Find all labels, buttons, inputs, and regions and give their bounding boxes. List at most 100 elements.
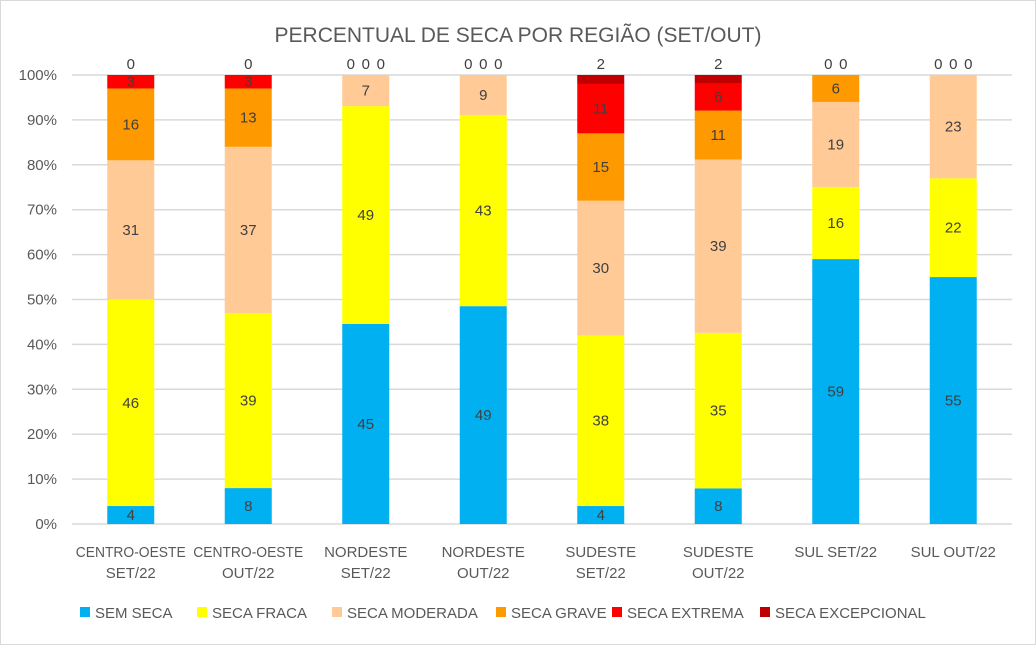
data-label: 8 bbox=[244, 498, 252, 515]
data-label: 4 bbox=[597, 507, 605, 524]
x-tick-label: CENTRO-OESTE bbox=[76, 544, 186, 561]
y-tick-label: 100% bbox=[19, 67, 57, 84]
bar-segment bbox=[459, 115, 507, 307]
data-label: 16 bbox=[122, 116, 139, 133]
legend-swatch bbox=[612, 607, 622, 617]
bar-segment bbox=[694, 75, 742, 84]
data-label: 9 bbox=[479, 87, 487, 104]
bar-segment bbox=[694, 110, 742, 160]
bar-segment bbox=[812, 101, 860, 188]
bar-segment bbox=[224, 75, 272, 89]
data-label: 3 bbox=[127, 74, 135, 91]
x-tick-label: SUL OUT/22 bbox=[911, 544, 996, 561]
data-label: 15 bbox=[592, 159, 609, 176]
legend-swatch bbox=[496, 607, 506, 617]
bar-segment bbox=[812, 187, 860, 260]
data-label: 2 bbox=[597, 56, 605, 73]
bar-segment bbox=[342, 75, 390, 107]
bar-segment bbox=[224, 488, 272, 524]
x-tick-label: OUT/22 bbox=[457, 565, 510, 582]
data-label: 55 bbox=[945, 393, 962, 410]
bar-segment bbox=[694, 488, 742, 524]
data-label: 59 bbox=[827, 384, 844, 401]
bar-segment bbox=[224, 88, 272, 147]
legend-label: SECA GRAVE bbox=[511, 605, 607, 622]
legend-label: SECA EXCEPCIONAL bbox=[775, 605, 926, 622]
data-label: 6 bbox=[714, 89, 722, 106]
bar-segment bbox=[107, 88, 155, 161]
data-label: 45 bbox=[357, 416, 374, 433]
bar-segment bbox=[577, 133, 625, 201]
bar-segment bbox=[107, 160, 155, 300]
bar-segment bbox=[577, 75, 625, 84]
x-tick-label: SET/22 bbox=[341, 565, 391, 582]
x-tick-label: SUDESTE bbox=[683, 544, 754, 561]
data-label: 31 bbox=[122, 222, 139, 239]
data-label: 4 bbox=[127, 507, 135, 524]
legend-swatch bbox=[80, 607, 90, 617]
bar-segment bbox=[342, 106, 390, 324]
data-label: 49 bbox=[357, 207, 374, 224]
data-label: 0 bbox=[464, 56, 472, 73]
y-tick-label: 10% bbox=[27, 471, 57, 488]
legend-swatch bbox=[760, 607, 770, 617]
bar-segment bbox=[812, 75, 860, 102]
data-label: 0 bbox=[362, 56, 370, 73]
bar-segment bbox=[459, 75, 507, 116]
data-label: 0 bbox=[934, 56, 942, 73]
x-tick-label: CENTRO-OESTE bbox=[193, 544, 303, 561]
data-label: 43 bbox=[475, 203, 492, 220]
data-label: 46 bbox=[122, 395, 139, 412]
legend-label: SECA EXTREMA bbox=[627, 605, 744, 622]
bar-segment bbox=[694, 159, 742, 333]
y-tick-label: 70% bbox=[27, 202, 57, 219]
x-tick-label: SUDESTE bbox=[565, 544, 636, 561]
data-label: 0 bbox=[949, 56, 957, 73]
bar-segment bbox=[224, 312, 272, 489]
bar-segment bbox=[929, 277, 977, 524]
data-label: 37 bbox=[240, 222, 257, 239]
y-tick-label: 80% bbox=[27, 157, 57, 174]
x-tick-label: SUL SET/22 bbox=[794, 544, 877, 561]
x-tick-label: SET/22 bbox=[106, 565, 156, 582]
legend-label: SECA MODERADA bbox=[347, 605, 478, 622]
legend-label: SEM SECA bbox=[95, 605, 173, 622]
bar-segment bbox=[577, 200, 625, 336]
legend-label: SECA FRACA bbox=[212, 605, 307, 622]
y-tick-label: 60% bbox=[27, 247, 57, 264]
y-tick-label: 90% bbox=[27, 112, 57, 129]
bar-segment bbox=[577, 335, 625, 507]
data-label: 13 bbox=[240, 110, 257, 127]
bar-segment bbox=[577, 83, 625, 134]
x-tick-label: OUT/22 bbox=[222, 565, 275, 582]
data-label: 7 bbox=[362, 83, 370, 100]
legend-swatch bbox=[332, 607, 342, 617]
bar-segment bbox=[107, 75, 155, 89]
bar-segment bbox=[459, 306, 507, 524]
y-tick-label: 40% bbox=[27, 336, 57, 353]
data-label: 0 bbox=[244, 56, 252, 73]
data-label: 2 bbox=[714, 56, 722, 73]
bar-segment bbox=[224, 146, 272, 313]
data-label: 0 bbox=[964, 56, 972, 73]
data-label: 0 bbox=[127, 56, 135, 73]
data-label: 23 bbox=[945, 119, 962, 136]
chart-title: PERCENTUAL DE SECA POR REGIÃO (SET/OUT) bbox=[275, 23, 762, 47]
data-label: 0 bbox=[494, 56, 502, 73]
y-tick-label: 50% bbox=[27, 292, 57, 309]
bar-segment bbox=[929, 178, 977, 278]
data-label: 3 bbox=[244, 74, 252, 91]
data-label: 0 bbox=[839, 56, 847, 73]
bar-segment bbox=[694, 332, 742, 489]
bar-segment bbox=[107, 299, 155, 507]
y-tick-label: 30% bbox=[27, 381, 57, 398]
y-tick-label: 0% bbox=[35, 516, 57, 533]
data-label: 8 bbox=[714, 498, 722, 515]
x-tick-label: OUT/22 bbox=[692, 565, 745, 582]
data-label: 35 bbox=[710, 403, 727, 420]
data-label: 11 bbox=[710, 127, 726, 144]
data-label: 39 bbox=[240, 393, 257, 410]
